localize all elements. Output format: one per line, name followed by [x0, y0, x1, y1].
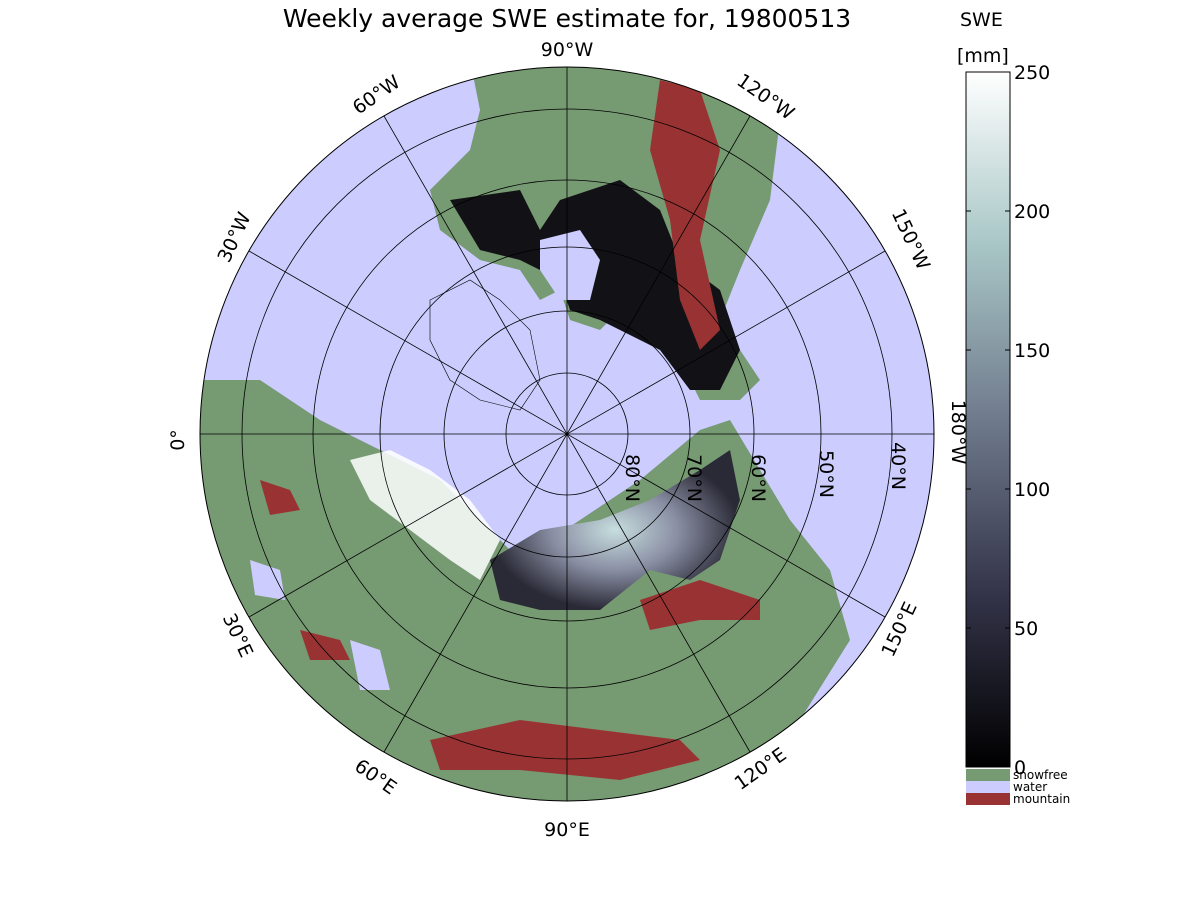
graticule: [200, 67, 934, 801]
polar-map: [199, 66, 935, 802]
black-sea: [250, 560, 285, 600]
colorbar-tick-label: 0: [1014, 757, 1026, 779]
colorbar-tick-label: 50: [1014, 618, 1038, 640]
latitude-labels: 80°N 70°N 60°N 50°N 40°N: [621, 442, 909, 502]
legend-label-water: water: [1013, 780, 1047, 794]
lat-label-40n: 40°N: [887, 442, 909, 490]
colorbar-gradient: [965, 71, 1011, 768]
lat-label-50n: 50°N: [815, 450, 837, 498]
caucasus-mountain: [300, 630, 350, 660]
legend-swatch-water: [966, 781, 1010, 793]
europe-water: [350, 640, 390, 690]
lon-label-180w: 180°W: [947, 400, 969, 465]
alps-mountain: [260, 480, 300, 515]
legend-label-mountain: mountain: [1013, 792, 1070, 806]
colorbar-tick-label: 150: [1014, 340, 1050, 362]
map-boundary: [199, 66, 935, 802]
colorbar-tick-label: 100: [1014, 479, 1050, 501]
lat-label-60n: 60°N: [747, 454, 769, 502]
himalaya-mountain: [430, 720, 700, 780]
legend-swatch-mountain: [966, 793, 1010, 805]
legend-label-snowfree: snowfree: [1013, 768, 1068, 782]
landmasses: [200, 67, 850, 801]
colorbar: SWE [mm] 250 200 150 100 50 0 snowfreewatermo…: [957, 9, 1070, 806]
north-america-snow: [450, 180, 740, 390]
colorbar-tick-label: 200: [1014, 201, 1050, 223]
siberia-snow: [490, 450, 740, 610]
east-siberia-mountain: [640, 580, 760, 630]
colorbar-label-swe: SWE: [960, 9, 1003, 31]
lon-label-90w: 90°W: [541, 39, 594, 61]
lon-label-150w: 150°W: [887, 206, 934, 274]
meridian-150w-30e: [248, 250, 886, 618]
lat-label-70n: 70°N: [683, 454, 705, 502]
colorbar-label-unit: [mm]: [957, 45, 1009, 67]
lat-label-80n: 80°N: [621, 454, 643, 502]
map-title: Weekly average SWE estimate for, 1980051…: [283, 4, 851, 33]
colorbar-tick-label: 250: [1014, 62, 1050, 84]
rockies-mountain: [650, 80, 720, 350]
lon-label-0: 0°: [167, 429, 189, 451]
scandinavia-snow: [350, 450, 500, 580]
lon-label-60e: 60°E: [350, 755, 400, 799]
lon-label-90e: 90°E: [544, 819, 590, 841]
legend-swatch-snowfree: [966, 769, 1010, 781]
colorbar-ticks: 250 200 150 100 50 0: [966, 62, 1050, 779]
